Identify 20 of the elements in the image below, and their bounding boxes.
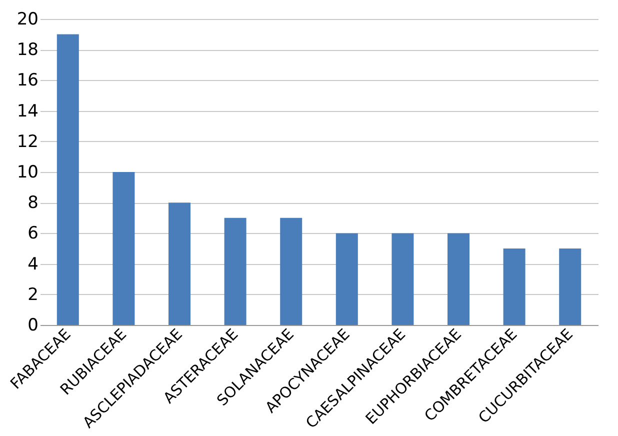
bar xyxy=(224,218,246,325)
bar xyxy=(448,233,470,325)
y-tick-label: 14 xyxy=(16,101,38,122)
y-tick-label: 12 xyxy=(16,132,38,152)
y-tick-label: 18 xyxy=(16,40,38,60)
y-tick-label: 10 xyxy=(16,162,38,182)
y-tick-label: 4 xyxy=(28,254,38,274)
y-tick-label: 6 xyxy=(28,224,38,244)
bar xyxy=(56,34,79,325)
bar xyxy=(112,172,135,325)
y-tick-label: 2 xyxy=(28,284,38,305)
bar xyxy=(559,248,582,325)
bar xyxy=(280,218,302,325)
bar xyxy=(168,202,190,325)
y-tick-label: 20 xyxy=(16,10,38,30)
bar xyxy=(336,233,358,325)
bar xyxy=(392,233,414,325)
y-tick-label: 8 xyxy=(28,193,38,214)
bar xyxy=(503,248,526,325)
y-tick-label: 16 xyxy=(16,70,38,91)
